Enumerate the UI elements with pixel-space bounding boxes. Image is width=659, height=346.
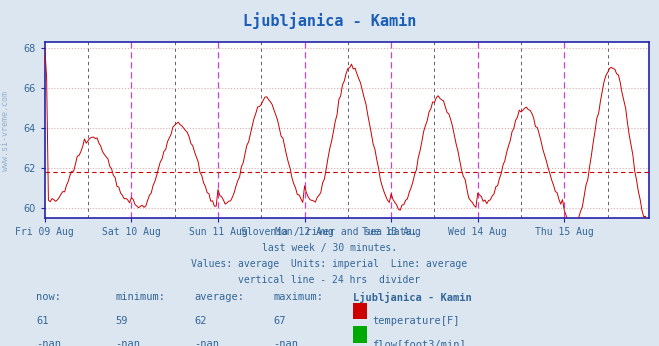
Text: 62: 62	[194, 316, 207, 326]
Text: now:: now:	[36, 292, 61, 302]
Text: maximum:: maximum:	[273, 292, 324, 302]
Text: Ljubljanica - Kamin: Ljubljanica - Kamin	[243, 12, 416, 29]
Text: -nan: -nan	[36, 339, 61, 346]
Text: 67: 67	[273, 316, 286, 326]
Text: Ljubljanica - Kamin: Ljubljanica - Kamin	[353, 292, 471, 303]
Text: minimum:: minimum:	[115, 292, 165, 302]
Text: flow[foot3/min]: flow[foot3/min]	[372, 339, 466, 346]
Text: last week / 30 minutes.: last week / 30 minutes.	[262, 243, 397, 253]
Text: vertical line - 24 hrs  divider: vertical line - 24 hrs divider	[239, 275, 420, 285]
Text: Slovenia / river and sea data.: Slovenia / river and sea data.	[241, 227, 418, 237]
Text: 61: 61	[36, 316, 49, 326]
Text: -nan: -nan	[194, 339, 219, 346]
Text: temperature[F]: temperature[F]	[372, 316, 460, 326]
Text: 59: 59	[115, 316, 128, 326]
Text: -nan: -nan	[115, 339, 140, 346]
Text: average:: average:	[194, 292, 244, 302]
Text: -nan: -nan	[273, 339, 299, 346]
Text: www.si-vreme.com: www.si-vreme.com	[1, 91, 10, 172]
Text: Values: average  Units: imperial  Line: average: Values: average Units: imperial Line: av…	[191, 259, 468, 269]
